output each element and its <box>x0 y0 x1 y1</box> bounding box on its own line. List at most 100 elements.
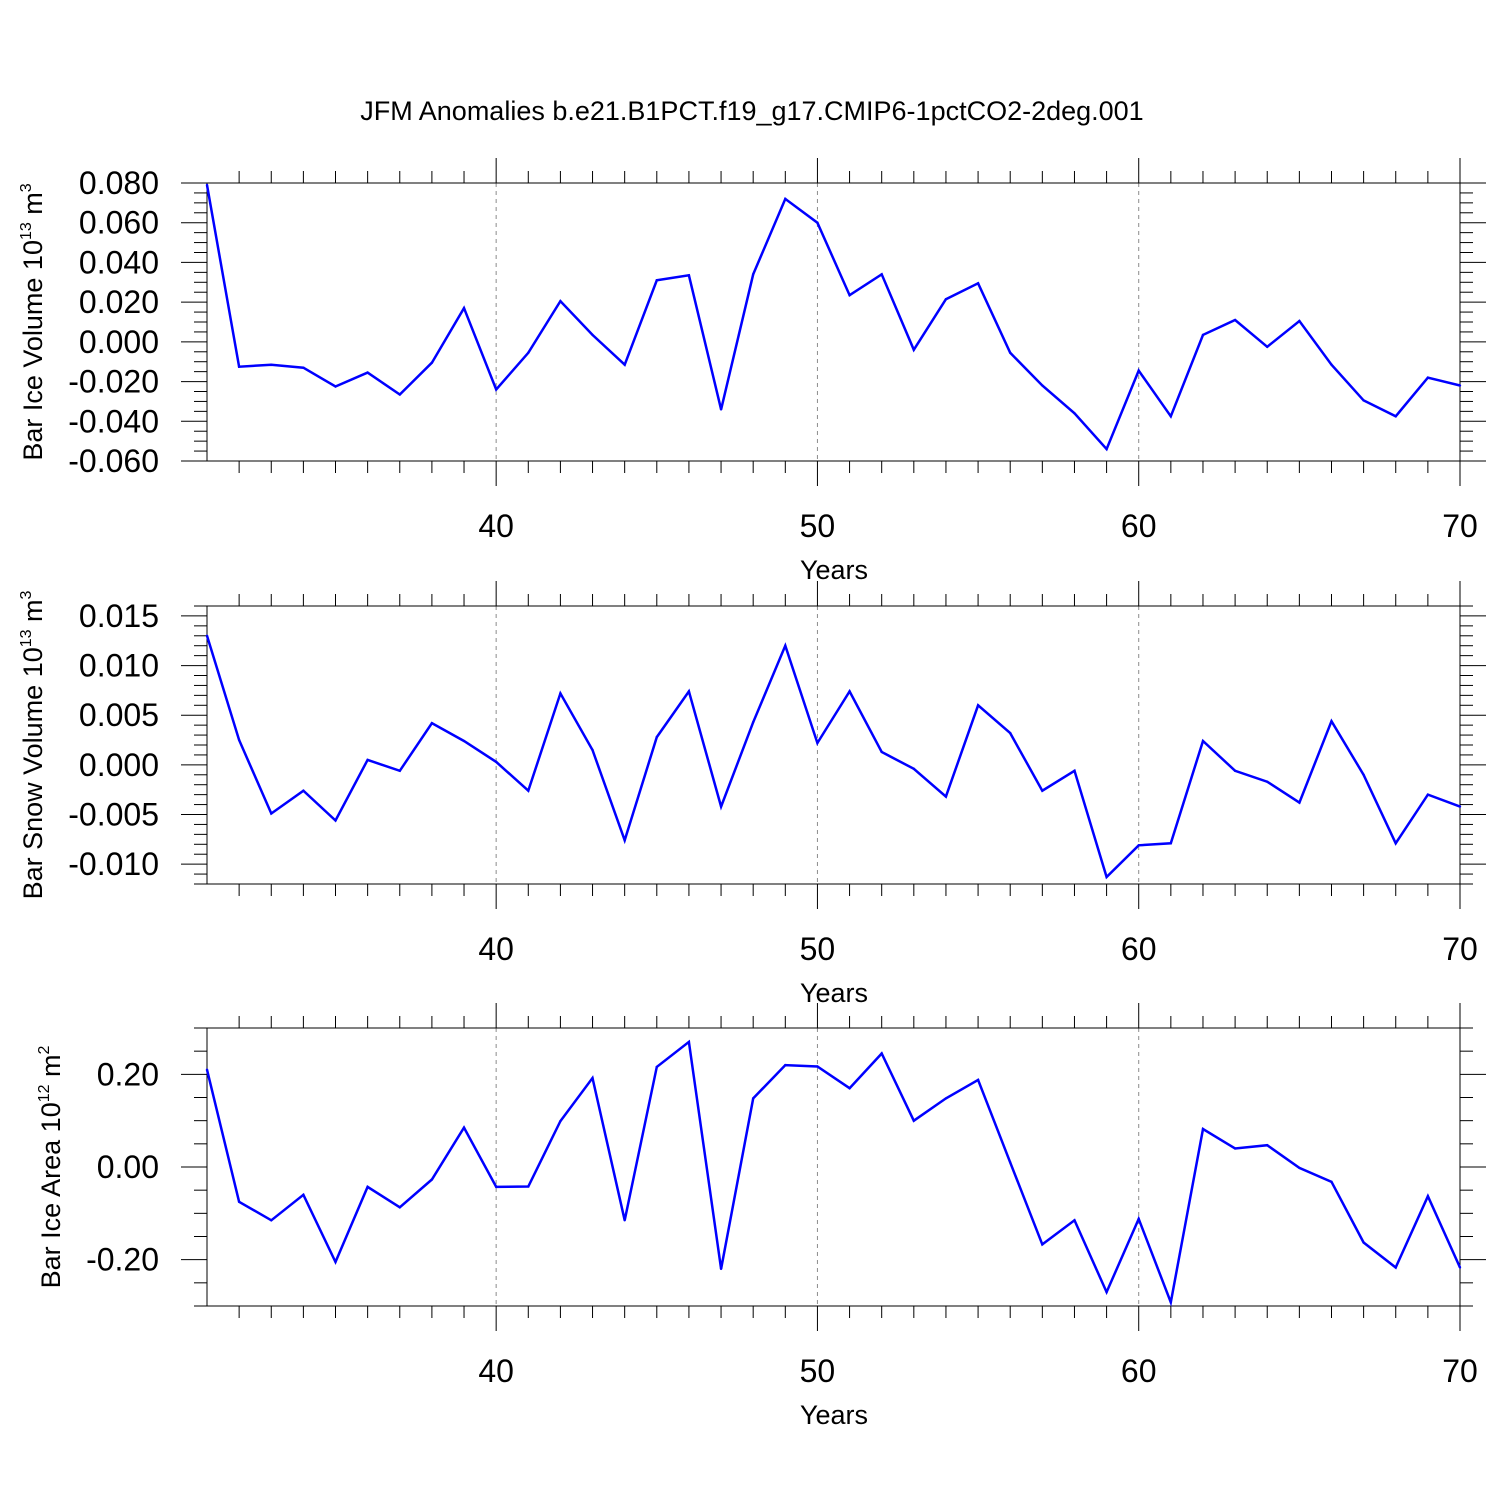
y-tick-label: 0.020 <box>79 284 159 320</box>
data-point <box>1169 415 1173 418</box>
x-axis-label: Years <box>800 555 868 585</box>
y-axis-label-part: m <box>18 599 48 629</box>
data-point <box>1426 1194 1430 1198</box>
data-point <box>1458 1266 1462 1269</box>
x-tick-label: 50 <box>800 508 836 544</box>
data-point <box>1137 369 1140 372</box>
panel-3: -0.20 0.00 0.20 40 50 60 70 Years Bar Ice Area 1… <box>36 1003 1486 1430</box>
data-point <box>751 1097 755 1100</box>
data-point <box>912 348 916 351</box>
data-point <box>1009 351 1012 354</box>
data-point <box>1426 793 1430 796</box>
plot-frame <box>206 605 1461 885</box>
data-point <box>848 1087 851 1090</box>
y-tick-label: -0.005 <box>68 797 159 833</box>
data-point <box>848 690 851 693</box>
plot-frame <box>206 182 1461 462</box>
y-tick-label: 0.005 <box>79 697 159 733</box>
data-point <box>944 297 948 301</box>
plot-frame <box>206 1027 1461 1307</box>
panel-2: -0.010 -0.005 0.000 0.005 0.010 0.015 40 50 60 70… <box>18 581 1486 1008</box>
data-point <box>237 365 241 368</box>
series-line <box>205 635 1461 880</box>
y-axis-label-superscript: 13 <box>18 629 35 647</box>
data-point <box>430 1178 434 1181</box>
data-point <box>655 1065 658 1069</box>
data-point <box>334 819 337 822</box>
data-point <box>1201 739 1205 743</box>
data-point <box>430 361 434 364</box>
y-tick-label: 0.080 <box>79 165 159 201</box>
data-point <box>1266 345 1269 349</box>
x-tick-label: 50 <box>800 931 836 967</box>
data-point <box>494 1185 498 1189</box>
data-point <box>880 273 883 276</box>
y-axis-label: Bar Ice Volume 1013 m3 <box>18 183 48 460</box>
data-point <box>816 221 819 224</box>
data-point <box>1073 769 1076 773</box>
y-axis-label-superscript: 2 <box>36 1045 53 1054</box>
data-point <box>1330 719 1333 723</box>
data-point <box>1137 1217 1140 1221</box>
data-point <box>784 197 787 201</box>
y-tick-label: -0.020 <box>68 364 159 400</box>
series-line <box>205 184 1461 452</box>
series-line <box>205 1039 1462 1307</box>
data-point <box>719 1267 723 1271</box>
data-point <box>527 1185 530 1188</box>
data-point <box>334 385 337 388</box>
y-tick-label: 0.060 <box>79 205 159 241</box>
data-point <box>1426 376 1430 379</box>
data-point <box>591 748 594 752</box>
y-axis-label-superscript: 13 <box>18 222 35 240</box>
data-point <box>816 741 819 745</box>
data-point <box>623 363 626 366</box>
data-point <box>687 690 691 693</box>
data-point <box>1073 1219 1076 1222</box>
data-point <box>1233 769 1237 773</box>
data-point <box>205 183 209 187</box>
x-tick-label: 50 <box>800 1353 836 1389</box>
data-point <box>398 1206 401 1209</box>
data-point <box>1105 1290 1108 1294</box>
y-tick-label: -0.040 <box>68 403 159 439</box>
data-point <box>976 1078 980 1082</box>
y-tick-label: 0.000 <box>79 747 159 783</box>
y-tick-label: -0.010 <box>68 846 159 882</box>
y-tick-label: 0.010 <box>79 648 159 684</box>
data-point <box>1330 1180 1333 1184</box>
data-point <box>976 704 980 707</box>
data-point <box>1394 1266 1397 1269</box>
y-tick-label: 0.040 <box>79 244 159 280</box>
data-point <box>591 1076 594 1080</box>
y-tick-label: -0.060 <box>68 443 159 479</box>
x-axis-label: Years <box>800 978 868 1008</box>
data-point <box>559 299 562 303</box>
data-point <box>1362 773 1365 776</box>
data-point <box>976 282 980 285</box>
data-point <box>559 1119 562 1123</box>
data-point <box>848 293 851 297</box>
y-tick-label: -0.20 <box>86 1242 159 1278</box>
y-tick-label: 0.015 <box>79 598 159 634</box>
data-point <box>1266 1144 1269 1147</box>
y-axis-label-part: Bar Ice Volume 10 <box>18 240 48 461</box>
y-tick-label: 0.20 <box>97 1056 159 1092</box>
data-point <box>1073 412 1076 415</box>
data-point <box>462 1126 466 1129</box>
x-tick-label: 40 <box>478 1353 514 1389</box>
data-point <box>462 739 466 743</box>
data-point <box>1169 1301 1173 1304</box>
data-point <box>1105 875 1108 879</box>
data-point <box>527 789 530 792</box>
data-point <box>237 738 241 742</box>
data-point <box>462 306 466 310</box>
data-point <box>302 366 305 369</box>
data-point <box>237 1200 241 1203</box>
data-point <box>1362 399 1365 402</box>
data-point <box>623 839 626 842</box>
data-point <box>398 769 401 773</box>
